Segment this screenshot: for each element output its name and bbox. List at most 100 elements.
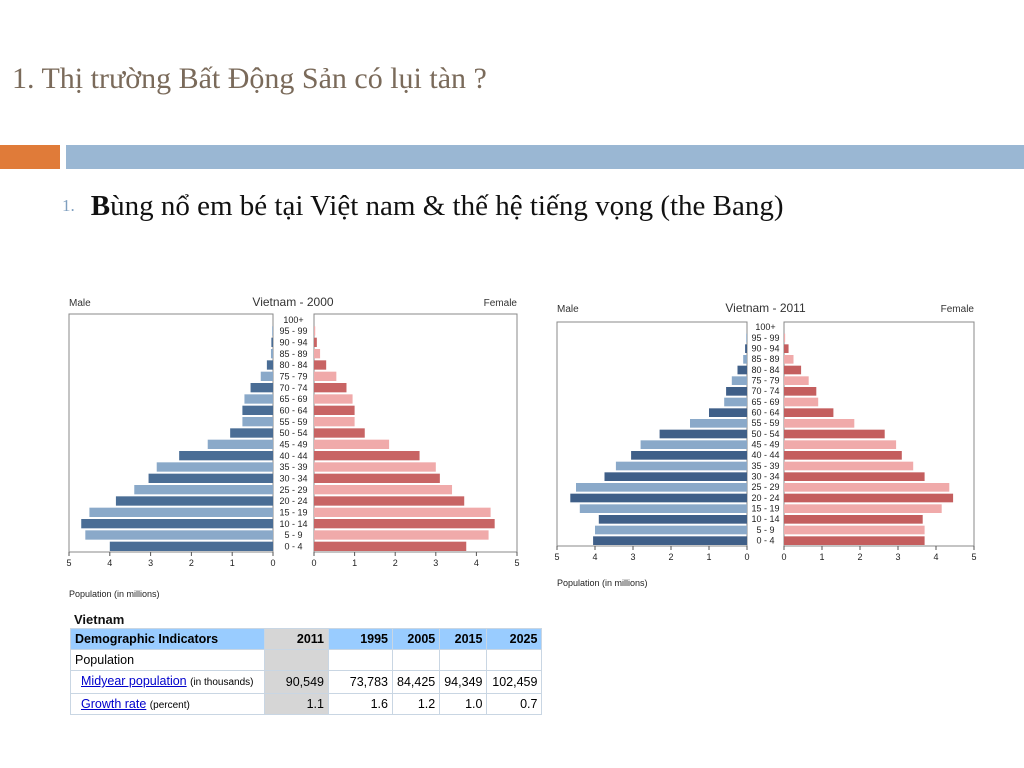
male-bar [250,383,273,393]
male-bar [260,371,273,381]
female-bar [784,344,789,353]
table-cell: 1.1 [264,693,329,715]
female-bar [314,360,327,370]
bullet-text: Bùng nổ em bé tại Việt nam & thế hệ tiến… [91,190,784,222]
male-bar [85,530,273,540]
female-bar [784,429,885,439]
female-bar [784,525,925,535]
row-label-population: Population [70,649,265,671]
table-header-cell: Demographic Indicators [70,628,265,650]
age-group-label: 20 - 24 [279,496,307,506]
age-group-label: 40 - 44 [279,451,307,461]
female-bar [784,333,786,343]
age-group-label: 70 - 74 [279,383,307,393]
female-bar [314,383,347,393]
age-group-label: 10 - 14 [751,514,779,524]
age-group-label: 60 - 64 [279,406,307,416]
age-group-label: 90 - 94 [751,344,779,354]
table-row: Growth rate (percent) 1.1 1.6 1.2 1.0 0.… [70,693,543,715]
axis-tick-label: 5 [971,552,976,562]
table-cell: 1.2 [391,693,441,715]
female-bar [784,419,855,428]
age-group-label: 30 - 34 [751,472,779,482]
axis-tick-label: 4 [474,558,479,568]
male-bar [743,355,747,364]
midyear-population-link[interactable]: Midyear population [81,674,187,688]
male-bar [207,439,273,449]
axis-tick-label: 4 [933,552,938,562]
female-bar [784,493,954,503]
female-bar [314,417,355,427]
male-bar [570,493,747,503]
age-group-label: 90 - 94 [279,338,307,348]
male-bar [109,541,273,551]
age-group-label: 30 - 34 [279,474,307,484]
male-bar [266,360,273,370]
x-axis-label: Population (in millions) [557,578,648,588]
age-group-label: 35 - 39 [751,461,779,471]
age-group-label: 55 - 59 [751,418,779,428]
male-bar [272,326,273,336]
male-bar [598,515,747,524]
table-cell: 84,425 [391,670,441,694]
axis-tick-label: 1 [819,552,824,562]
male-bar [731,376,747,385]
male-bar [156,462,273,472]
age-group-label: 95 - 99 [279,326,307,336]
male-bar [579,504,747,513]
axis-tick-label: 0 [744,552,749,562]
axis-tick-label: 3 [630,552,635,562]
table-cell [328,649,393,671]
table-header-cell: 2011 [264,628,329,650]
age-group-label: 10 - 14 [279,519,307,529]
axis-tick-label: 0 [781,552,786,562]
male-bar [230,428,273,438]
female-bar [314,519,495,529]
age-group-label: 85 - 89 [279,349,307,359]
male-bar [709,408,747,417]
table-header-cell: 2005 [391,628,441,650]
male-bar [179,451,273,461]
female-label: Female [941,304,975,315]
table-cell: 1.0 [439,693,488,715]
age-group-label: 60 - 64 [751,408,779,418]
axis-tick-label: 2 [857,552,862,562]
female-bar [314,462,436,472]
table-cell [486,649,543,671]
chart-title: Vietnam - 2011 [725,301,806,315]
axis-tick-label: 3 [148,558,153,568]
age-group-label: 0 - 4 [284,542,302,552]
table-header-cell: 1995 [328,628,393,650]
growth-rate-link[interactable]: Growth rate [81,697,147,711]
age-group-label: 75 - 79 [751,376,779,386]
female-bar [314,349,321,359]
bullet-item: 1. Bùng nổ em bé tại Việt nam & thế hệ t… [62,190,784,223]
table-caption: Vietnam [74,612,125,627]
male-bar [242,405,273,415]
female-bar [784,461,914,471]
female-bar [784,515,923,524]
female-bar [784,451,902,460]
male-bar [690,419,747,428]
table-cell [264,649,329,671]
age-group-label: 55 - 59 [279,417,307,427]
female-bar [784,355,794,364]
female-bar [784,483,950,492]
bullet-rest: ùng nổ em bé tại Việt nam & thế hệ tiếng… [110,190,784,222]
female-bar [314,428,365,438]
age-group-label: 20 - 24 [751,493,779,503]
growth-unit-note: (percent) [149,700,190,711]
female-bar [314,394,353,404]
age-group-label: 15 - 19 [279,508,307,518]
table-row: Population [70,649,543,671]
age-group-label: 70 - 74 [751,386,779,396]
female-bar [784,440,897,449]
table-cell: 1.6 [328,693,393,715]
male-bar [115,496,273,506]
male-bar [659,429,747,439]
age-group-label: 50 - 54 [279,428,307,438]
age-group-label: 75 - 79 [279,372,307,382]
table-cell [439,649,488,671]
axis-tick-label: 5 [66,558,71,568]
female-bar [314,507,491,517]
